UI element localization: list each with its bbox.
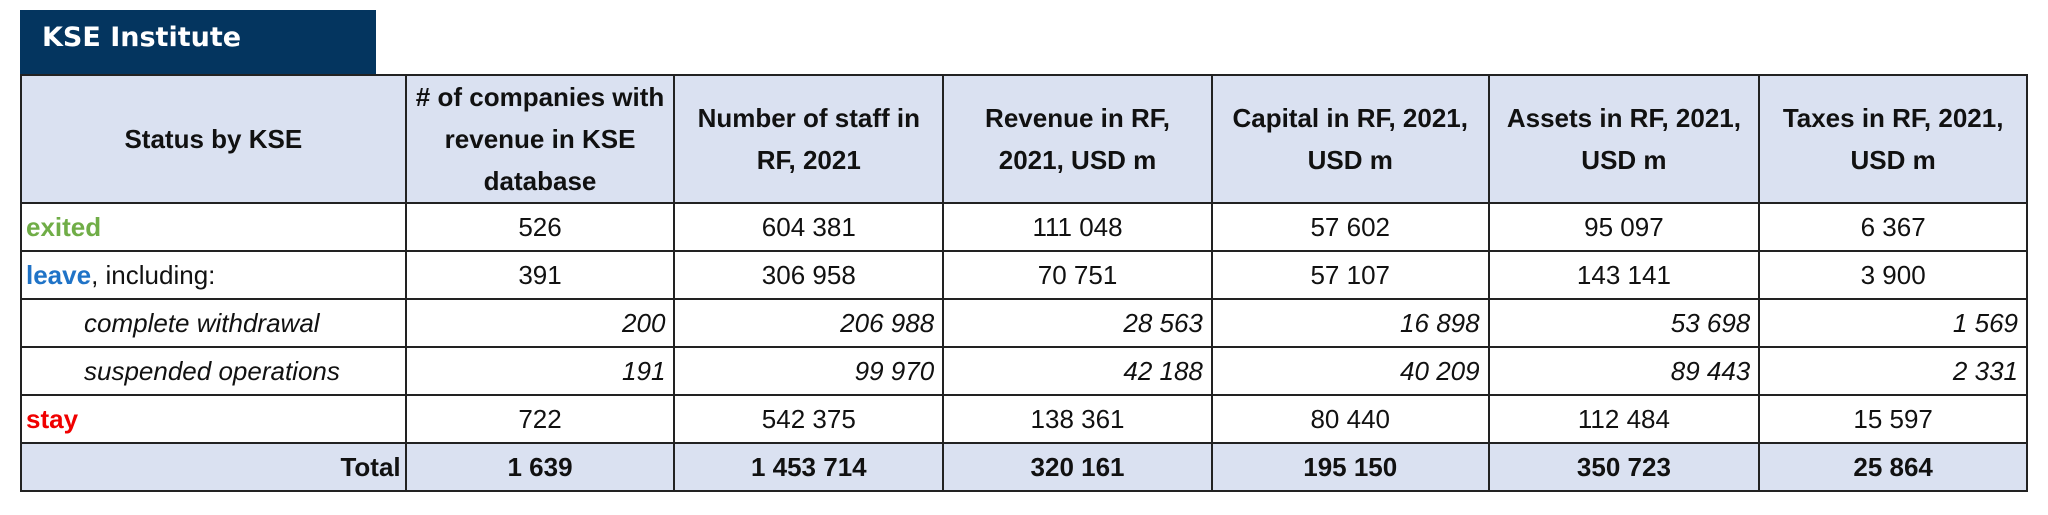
value-cell: 112 484 (1487, 394, 1761, 444)
value-cell: 89 443 (1487, 346, 1761, 396)
header-assets: Assets in RF, 2021, USD m (1487, 74, 1761, 204)
status-label: suspended operations (84, 355, 340, 386)
value-cell: 526 (404, 202, 676, 252)
value-cell: 28 563 (942, 298, 1213, 348)
table-row-exited: exited 526 604 381 111 048 57 602 95 097 6 367 (20, 202, 2028, 252)
value-cell: 80 440 (1210, 394, 1490, 444)
table-row-suspended-operations: suspended operations 191 99 970 42 188 40 20… (20, 346, 2028, 396)
value-cell: 195 150 (1210, 442, 1490, 492)
header-taxes: Taxes in RF, 2021, USD m (1758, 74, 2028, 204)
value-cell: 138 361 (942, 394, 1213, 444)
row-label: exited (20, 202, 407, 252)
status-label: leave (26, 259, 92, 290)
table-row-stay: stay 722 542 375 138 361 80 440 112 484 15 597 (20, 394, 2028, 444)
value-cell: 25 864 (1758, 442, 2028, 492)
value-cell: 320 161 (942, 442, 1213, 492)
status-label: stay (26, 403, 79, 434)
value-cell: 70 751 (942, 250, 1213, 300)
value-cell: 391 (404, 250, 676, 300)
value-cell: 1 569 (1758, 298, 2028, 348)
row-label: suspended operations (20, 346, 407, 396)
status-label: Total (340, 451, 401, 482)
value-cell: 306 958 (673, 250, 945, 300)
value-cell: 1 639 (404, 442, 676, 492)
table-row-total: Total 1 639 1 453 714 320 161 195 150 350 723… (20, 442, 2028, 492)
table-row-complete-withdrawal: complete withdrawal 200 206 988 28 563 16 89… (20, 298, 2028, 348)
value-cell: 16 898 (1210, 298, 1490, 348)
table-row-leave: leave, including: 391 306 958 70 751 57 107 1… (20, 250, 2028, 300)
value-cell: 57 107 (1210, 250, 1490, 300)
value-cell: 542 375 (673, 394, 945, 444)
value-cell: 53 698 (1487, 298, 1761, 348)
value-cell: 350 723 (1487, 442, 1761, 492)
header-companies: # of companies with revenue in KSE datab… (404, 74, 676, 204)
value-cell: 722 (404, 394, 676, 444)
value-cell: 6 367 (1758, 202, 2028, 252)
value-cell: 143 141 (1487, 250, 1761, 300)
value-cell: 604 381 (673, 202, 945, 252)
header-row: Status by KSE # of companies with revenu… (20, 74, 2028, 204)
value-cell: 99 970 (673, 346, 945, 396)
row-label: complete withdrawal (20, 298, 407, 348)
value-cell: 42 188 (942, 346, 1213, 396)
header-status: Status by KSE (20, 74, 407, 204)
value-cell: 206 988 (673, 298, 945, 348)
header-revenue: Revenue in RF, 2021, USD m (942, 74, 1213, 204)
value-cell: 191 (404, 346, 676, 396)
value-cell: 57 602 (1210, 202, 1490, 252)
status-label: complete withdrawal (84, 307, 320, 338)
row-label: stay (20, 394, 407, 444)
brand-logo-bar: KSE Institute (20, 10, 376, 74)
value-cell: 40 209 (1210, 346, 1490, 396)
row-label: leave, including: (20, 250, 407, 300)
status-label-suffix: , including: (91, 259, 216, 290)
value-cell: 2 331 (1758, 346, 2028, 396)
value-cell: 1 453 714 (673, 442, 945, 492)
header-capital: Capital in RF, 2021, USD m (1210, 74, 1490, 204)
value-cell: 111 048 (942, 202, 1213, 252)
header-staff: Number of staff in RF, 2021 (673, 74, 945, 204)
value-cell: 3 900 (1758, 250, 2028, 300)
value-cell: 95 097 (1487, 202, 1761, 252)
status-label: exited (26, 211, 102, 242)
value-cell: 15 597 (1758, 394, 2028, 444)
kse-status-table: Status by KSE # of companies with revenu… (20, 74, 2028, 492)
row-label: Total (20, 442, 407, 492)
value-cell: 200 (404, 298, 676, 348)
